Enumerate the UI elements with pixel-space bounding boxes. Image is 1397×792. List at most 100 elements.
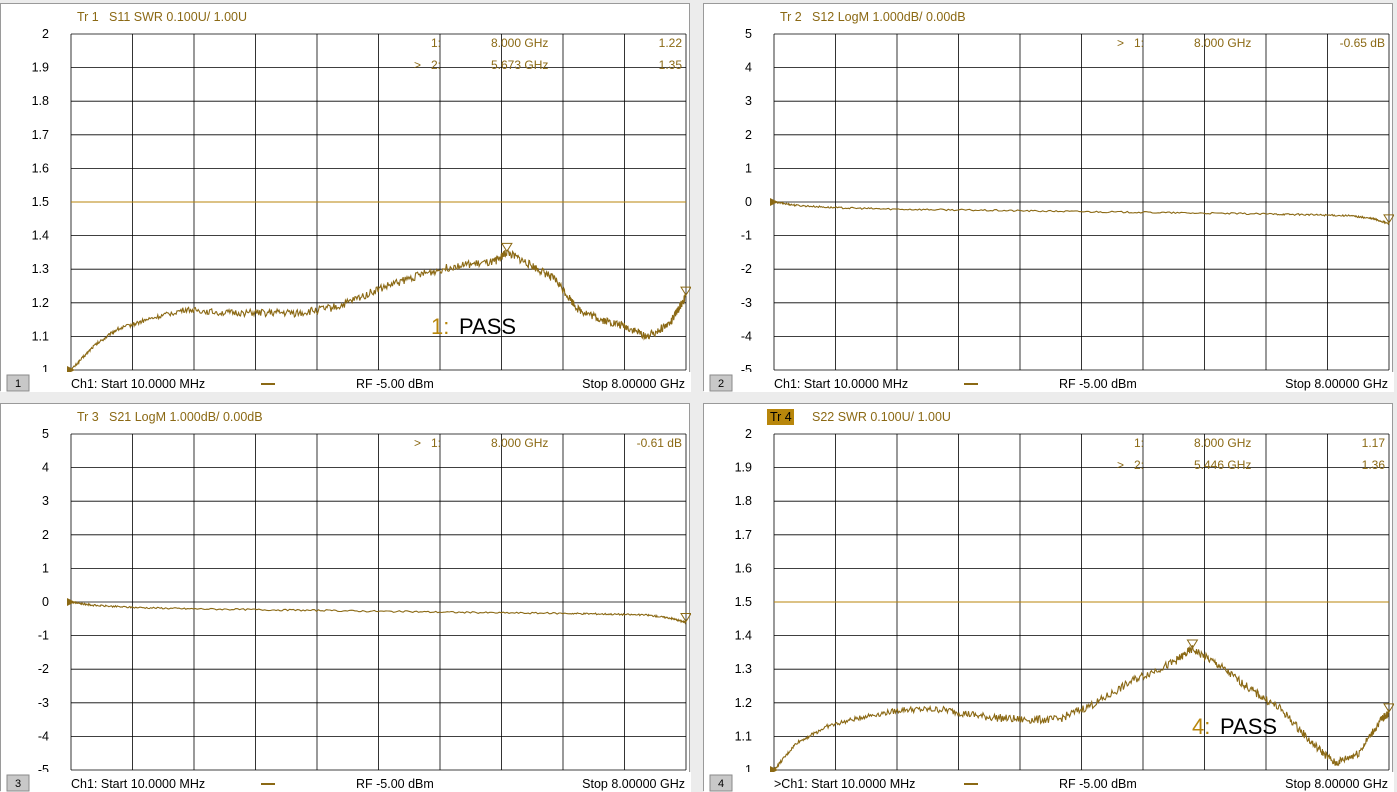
- channel-number-button[interactable]: [709, 374, 733, 392]
- measurement-trace: [773, 645, 1390, 771]
- trace-title: S21 LogM 1.000dB/ 0.00dB: [109, 410, 263, 424]
- y-tick-label: -1: [741, 229, 752, 243]
- marker-triangle-icon[interactable]: [500, 242, 513, 253]
- marker-frequency: 5.673 GHz: [491, 58, 548, 72]
- source-power: RF -5.00 dBm: [1059, 777, 1137, 791]
- channel-number: 1: [15, 378, 21, 390]
- reference-arrow-icon: [770, 198, 778, 206]
- y-tick-label: 1.8: [32, 94, 49, 108]
- y-tick-label: 1.1: [735, 729, 752, 743]
- grid: [70, 433, 687, 771]
- y-tick-label: -5: [741, 363, 752, 377]
- y-tick-label: 5: [745, 27, 752, 41]
- marker-active-indicator: >: [1117, 36, 1124, 50]
- reference-arrow-icon: [67, 598, 75, 606]
- limit-test-result: PASS: [1220, 714, 1277, 739]
- y-tick-label: 5: [42, 427, 49, 441]
- sweep-start: Ch1: Start 10.0000 MHz: [774, 377, 908, 391]
- marker-value: 1.22: [659, 36, 683, 50]
- y-tick-label: 3: [745, 94, 752, 108]
- marker-active-indicator: >: [414, 58, 421, 72]
- active-trace-tab[interactable]: [767, 409, 794, 425]
- y-tick-label: -2: [38, 662, 49, 676]
- channel-number-button[interactable]: [6, 774, 30, 792]
- marker-value: -0.65 dB: [1340, 36, 1385, 50]
- y-tick-label: -3: [741, 296, 752, 310]
- limit-test-number: 4:: [1192, 714, 1210, 739]
- channel-status-bar: [704, 772, 1394, 792]
- y-tick-label: 1.2: [735, 696, 752, 710]
- measurement-trace: [70, 249, 687, 372]
- y-tick-label: 1.8: [735, 494, 752, 508]
- channel-status-bar: [704, 372, 1394, 392]
- marker-active-indicator: >: [1117, 458, 1124, 472]
- sweep-start: >Ch1: Start 10.0000 MHz: [774, 777, 915, 791]
- y-tick-label: 1.4: [32, 229, 49, 243]
- y-tick-label: 1: [42, 561, 49, 575]
- y-tick-label: 2: [745, 427, 752, 441]
- trace-title: S11 SWR 0.100U/ 1.00U: [109, 10, 247, 24]
- y-tick-label: -2: [741, 262, 752, 276]
- y-tick-label: 1.4: [735, 629, 752, 643]
- sweep-start: Ch1: Start 10.0000 MHz: [71, 777, 205, 791]
- y-tick-label: 1.2: [32, 296, 49, 310]
- marker-triangle-icon[interactable]: [680, 286, 691, 297]
- y-tick-label: 0: [42, 595, 49, 609]
- trace-chart: Tr 2 S12 LogM 1.000dB/ 0.00dB 5 4 3 2 1 0 -1 -2 -3…: [704, 10, 1394, 392]
- channel-panel-3[interactable]: Tr 3 S21 LogM 1.000dB/ 0.00dB 5 4 3 2 1 0 -1 -2 -3…: [0, 403, 691, 792]
- trace-title: S22 SWR 0.100U/ 1.00U: [812, 410, 951, 424]
- marker-frequency: 8.000 GHz: [1194, 436, 1251, 450]
- limit-test-result: PASS: [459, 314, 516, 339]
- channel-panel-1[interactable]: Tr 1 S11 SWR 0.100U/ 1.00U 2 1.9 1.8 1.7 1.6 1.…: [0, 3, 691, 392]
- y-tick-label: 1.6: [32, 161, 49, 175]
- limit-test-number: 1:: [431, 314, 449, 339]
- marker-triangle-icon[interactable]: [680, 612, 691, 623]
- channel-status-bar: [1, 772, 691, 792]
- y-tick-label: 1.1: [32, 329, 49, 343]
- marker-value: 1.36: [1362, 458, 1386, 472]
- source-power: RF -5.00 dBm: [1059, 377, 1137, 391]
- measurement-trace: [773, 200, 1390, 226]
- source-power: RF -5.00 dBm: [356, 377, 434, 391]
- y-tick-label: 1.5: [735, 595, 752, 609]
- y-tick-label: -4: [38, 729, 49, 743]
- y-tick-label: 1.6: [735, 561, 752, 575]
- sweep-stop: Stop 8.00000 GHz: [582, 777, 685, 791]
- channel-number: 3: [15, 778, 21, 790]
- sweep-stop: Stop 8.00000 GHz: [1285, 777, 1388, 791]
- marker-triangle-icon[interactable]: [1186, 639, 1199, 649]
- y-tick-label: 1: [745, 763, 752, 777]
- y-tick-label: 0: [745, 195, 752, 209]
- sweep-stop: Stop 8.00000 GHz: [1285, 377, 1388, 391]
- y-tick-label: 1.9: [32, 61, 49, 75]
- marker-value: -0.61 dB: [637, 436, 682, 450]
- y-tick-label: 1.7: [32, 128, 49, 142]
- marker-number: 1:: [431, 36, 441, 50]
- trace-label: Tr 4: [770, 410, 792, 424]
- marker-triangle-icon[interactable]: [1383, 214, 1394, 224]
- marker-frequency: 8.000 GHz: [491, 436, 548, 450]
- y-tick-label: 3: [42, 494, 49, 508]
- marker-value: 1.17: [1362, 436, 1386, 450]
- marker-triangle-icon[interactable]: [1383, 703, 1394, 713]
- marker-value: 1.35: [659, 58, 683, 72]
- marker-active-indicator: >: [414, 436, 421, 450]
- y-tick-label: 4: [42, 461, 49, 475]
- y-tick-label: -5: [38, 763, 49, 777]
- y-tick-label: 2: [42, 27, 49, 41]
- channel-number-button[interactable]: [709, 774, 733, 792]
- trace-chart: Tr 1 S11 SWR 0.100U/ 1.00U 2 1.9 1.8 1.7 1.6 1.…: [1, 10, 691, 392]
- sweep-start: Ch1: Start 10.0000 MHz: [71, 377, 205, 391]
- y-tick-label: -4: [741, 329, 752, 343]
- y-tick-label: 1: [745, 161, 752, 175]
- trace-chart: Tr 3 S21 LogM 1.000dB/ 0.00dB 5 4 3 2 1 0 -1 -2 -3…: [1, 410, 691, 792]
- y-tick-label: 1: [42, 363, 49, 377]
- y-tick-label: 4: [745, 61, 752, 75]
- channel-number-button[interactable]: [6, 374, 30, 392]
- channel-panel-4[interactable]: Tr 4 S22 SWR 0.100U/ 1.00U 2 1.9 1.8 1.7 1.6 1.…: [703, 403, 1394, 792]
- marker-frequency: 8.000 GHz: [1194, 36, 1251, 50]
- grid: [773, 33, 1390, 371]
- channel-panel-2[interactable]: Tr 2 S12 LogM 1.000dB/ 0.00dB 5 4 3 2 1 0 -1 -2 -3…: [703, 3, 1394, 392]
- y-tick-label: 1.7: [735, 528, 752, 542]
- marker-number: 2:: [1134, 458, 1144, 472]
